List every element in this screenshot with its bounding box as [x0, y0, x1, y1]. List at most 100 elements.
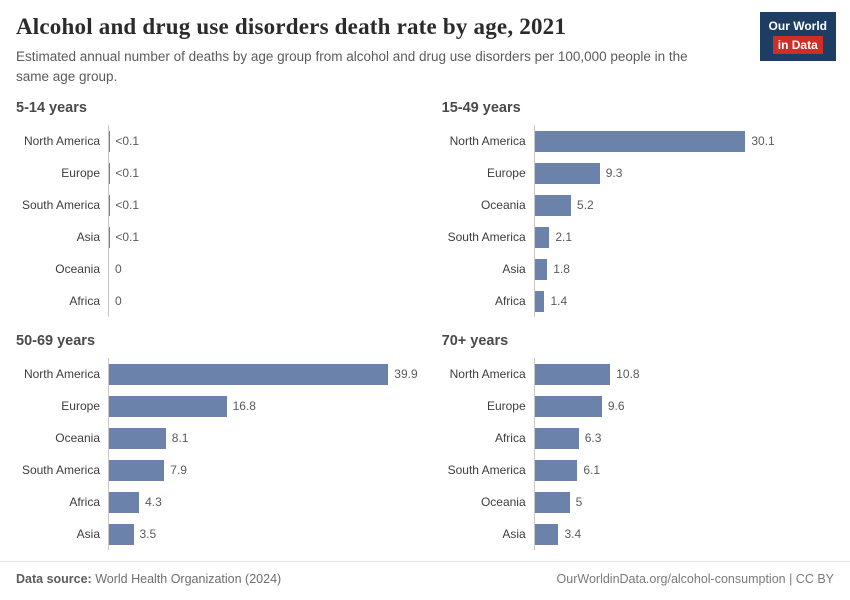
value-label: 1.4	[550, 294, 568, 309]
value-label: <0.1	[115, 166, 140, 181]
value-label: 9.6	[607, 399, 625, 414]
category-label: Oceania	[480, 495, 526, 510]
value-label: 3.4	[564, 527, 582, 542]
bar-row: Europe 9.3	[442, 157, 834, 190]
value-label: 2.1	[555, 230, 573, 245]
bar	[534, 162, 600, 184]
value-label: 30.1	[751, 134, 775, 149]
bar	[534, 523, 559, 545]
bar	[534, 130, 746, 152]
chart-footer: Data source: World Health Organization (…	[0, 561, 850, 600]
bar	[534, 226, 550, 248]
page-title: Alcohol and drug use disorders death rat…	[16, 14, 567, 39]
category-label: Africa	[69, 495, 100, 510]
data-source-label: Data source:	[16, 572, 92, 586]
bar-row: North America <0.1	[16, 125, 418, 158]
bar	[534, 363, 611, 385]
bar-area: 0	[108, 253, 418, 286]
value-label: 0	[115, 262, 122, 277]
category-label: Asia	[76, 527, 100, 542]
bar-row: Oceania 5.2	[442, 189, 834, 222]
bar-row: Europe 16.8	[16, 390, 418, 423]
bar-area: 0	[108, 285, 418, 318]
value-label: 4.3	[145, 495, 162, 510]
owid-logo-line2: in Data	[772, 36, 823, 55]
category-label: North America	[449, 134, 526, 149]
chart-panel: 15-49 years North America 30.1 Europe 9.3 Oce…	[441, 100, 834, 318]
category-label: Africa	[494, 294, 526, 309]
bar	[109, 491, 140, 513]
bar	[534, 459, 578, 481]
bar-area: 16.8	[108, 390, 418, 423]
chart-panel: 5-14 years North America <0.1 Europe <0.1 Sou…	[16, 100, 418, 318]
category-label: Africa	[69, 294, 100, 309]
value-label: 9.3	[605, 166, 623, 181]
bar-row: North America 10.8	[442, 358, 834, 391]
bar-area: <0.1	[108, 221, 418, 254]
bar-area: 3.4	[533, 518, 834, 551]
charts-grid: 5-14 years North America <0.1 Europe <0.1 Sou…	[0, 100, 850, 551]
data-source-text: World Health Organization (2024)	[91, 572, 282, 586]
bar	[534, 290, 545, 312]
category-label: Europe	[61, 166, 100, 181]
value-label: <0.1	[115, 230, 140, 245]
category-label: North America	[449, 367, 526, 382]
category-label: Oceania	[480, 198, 526, 213]
owid-logo[interactable]: Our World in Data	[759, 12, 836, 62]
bar-row: Oceania 0	[16, 253, 418, 286]
category-label: Oceania	[55, 431, 100, 446]
bar-area: 2.1	[533, 221, 834, 254]
panel-title: 15-49 years	[441, 100, 521, 117]
category-label: Oceania	[55, 262, 100, 277]
bar-row: South America 7.9	[16, 454, 418, 487]
category-label: Asia	[502, 527, 526, 542]
value-label: 3.5	[139, 527, 157, 542]
category-label: South America	[447, 463, 526, 478]
bar	[109, 363, 389, 385]
bar-area: 6.1	[533, 454, 834, 487]
bar-area: 8.1	[108, 422, 418, 455]
bar-area: 10.8	[533, 358, 834, 391]
bar-area: 5.2	[533, 189, 834, 222]
value-label: 6.3	[584, 431, 602, 446]
value-label: <0.1	[115, 198, 140, 213]
bar-row: Asia 1.8	[442, 253, 834, 286]
value-label: 39.9	[394, 367, 418, 382]
category-label: Asia	[76, 230, 100, 245]
bar-area: 4.3	[108, 486, 418, 519]
value-label: 6.1	[583, 463, 601, 478]
category-label: Africa	[494, 431, 526, 446]
bar-area: <0.1	[108, 125, 418, 158]
category-label: North America	[23, 134, 100, 149]
category-label: Europe	[486, 166, 526, 181]
bar-area: 30.1	[533, 125, 834, 158]
bar	[109, 427, 166, 449]
category-label: South America	[21, 463, 100, 478]
bar-area: 9.3	[533, 157, 834, 190]
bar-area: 5	[533, 486, 834, 519]
category-label: Europe	[486, 399, 526, 414]
bar	[534, 491, 570, 513]
bar-area: 1.8	[533, 253, 834, 286]
bar-row: South America 6.1	[442, 454, 834, 487]
chart-panel: 70+ years North America 10.8 Europe 9.6 Afric…	[442, 333, 834, 551]
bar-area: 6.3	[533, 422, 834, 455]
bar-row: Asia <0.1	[16, 221, 418, 254]
bar	[534, 258, 548, 280]
chart-header: Alcohol and drug use disorders death rat…	[0, 0, 850, 86]
owid-logo-line1: Our World	[768, 19, 827, 33]
category-label: Europe	[61, 399, 100, 414]
data-source: Data source: World Health Organization (…	[16, 572, 281, 586]
category-label: South America	[21, 198, 100, 213]
bar	[534, 194, 572, 216]
category-label: Asia	[502, 262, 526, 277]
bar-row: Oceania 8.1	[16, 422, 418, 455]
bar	[534, 395, 602, 417]
value-label: 10.8	[616, 367, 640, 382]
bar-area: 39.9	[108, 358, 418, 391]
bar-row: Asia 3.5	[16, 518, 418, 551]
bar-area: 1.4	[533, 285, 834, 318]
value-label: 5.2	[577, 198, 594, 213]
bar	[109, 523, 134, 545]
attribution-link[interactable]: OurWorldinData.org/alcohol-consumption |…	[556, 572, 834, 586]
